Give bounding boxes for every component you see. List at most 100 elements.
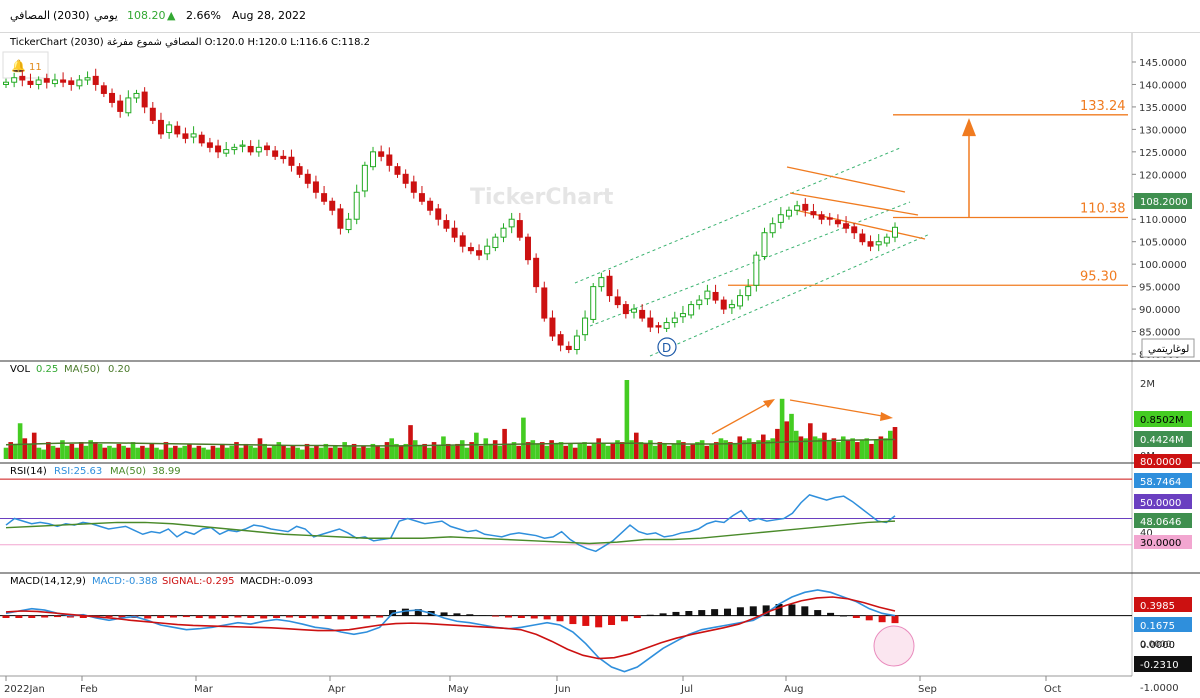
macd-histogram-bar	[736, 607, 744, 616]
volume-bar	[765, 440, 771, 459]
volume-value: 0.25	[36, 364, 58, 375]
log-scale-button[interactable]	[1141, 338, 1195, 358]
candle-body	[182, 133, 189, 139]
volume-bar	[210, 445, 216, 459]
candle-body	[141, 91, 148, 108]
macd-pane-title: MACD(14,12,9)	[10, 576, 86, 587]
volume-bar	[723, 440, 728, 459]
volume-bar	[878, 436, 884, 459]
volume-arrow-down-head	[880, 412, 893, 421]
candle-body	[590, 286, 597, 320]
rsi-tag-ma	[1134, 513, 1192, 528]
volume-bar	[337, 447, 343, 459]
volume-bar	[332, 445, 338, 459]
flag-line[interactable]	[794, 209, 926, 240]
volume-bar	[577, 443, 583, 459]
channel-line[interactable]	[574, 147, 901, 284]
candle-body	[280, 155, 287, 160]
macd-histogram-bar	[711, 609, 719, 616]
macd-histogram-bar	[685, 611, 693, 616]
macd-histogram-bar	[79, 615, 87, 618]
volume-bar	[544, 445, 550, 459]
volume-bar	[13, 443, 18, 459]
candle-body	[777, 214, 784, 223]
volume-bar	[304, 443, 310, 459]
volume-bar	[361, 445, 366, 459]
flag-line[interactable]	[789, 192, 919, 216]
volume-bar	[135, 447, 141, 459]
price-tick-label: 105.0000	[1139, 238, 1187, 249]
channel-line[interactable]	[649, 233, 931, 357]
macd-histogram-bar	[801, 606, 809, 616]
volume-bar	[290, 445, 296, 459]
volume-bar	[125, 447, 131, 459]
candle-body	[370, 151, 377, 168]
macd-histogram-bar	[41, 615, 49, 618]
volume-bar	[111, 447, 117, 459]
volume-bar	[798, 436, 804, 459]
price-levels[interactable]: 133.24 110.38 95.30	[728, 99, 1128, 286]
volume-bar	[826, 440, 832, 459]
rsi-ma-label: MA(50)	[110, 466, 146, 477]
macd-histogram-bar	[620, 615, 628, 622]
candle-body	[386, 154, 393, 166]
volume-bar	[445, 443, 451, 459]
volume-bar	[506, 443, 512, 459]
level-label: 133.24	[1080, 99, 1126, 114]
flag-line[interactable]	[786, 166, 906, 193]
chart-area[interactable]: TickerChart المصافي شموع مفرغة (2030) O:…	[0, 33, 1200, 698]
volume-bar	[563, 445, 569, 459]
macd-histogram-bar	[530, 615, 538, 619]
candle-body	[851, 226, 858, 234]
volume-bar	[770, 438, 776, 459]
candle-body	[427, 200, 434, 211]
time-tick-label: Feb	[80, 684, 98, 695]
volume-bar	[328, 447, 333, 459]
volume-bar	[728, 442, 733, 459]
volume-bar	[187, 443, 192, 459]
volume-bar	[50, 445, 56, 459]
volume-bar	[624, 380, 630, 459]
candle-body	[378, 151, 385, 157]
volume-bar	[31, 432, 37, 459]
volume-bar	[384, 442, 390, 459]
volume-bar	[102, 447, 108, 459]
candle-body	[402, 173, 409, 184]
volume-bar	[441, 436, 446, 459]
trend-channel[interactable]	[574, 147, 931, 357]
macd-histogram-bar	[633, 615, 641, 618]
candle-body	[117, 100, 124, 112]
macd-histogram-bar	[788, 604, 796, 616]
candle-body	[190, 133, 197, 138]
macd-histogram-bar	[247, 615, 255, 618]
candle-body	[345, 218, 352, 231]
candle-body	[745, 286, 752, 297]
candle-body	[296, 166, 303, 175]
volume-bar	[831, 438, 837, 459]
alerts-box[interactable]	[2, 51, 49, 79]
rsi-tag-current	[1134, 473, 1192, 488]
candle-body	[198, 134, 205, 144]
macd-histogram-bar	[839, 615, 847, 617]
volume-bar	[271, 445, 277, 459]
interval-label[interactable]: يومي	[94, 9, 118, 22]
volume-bar	[74, 447, 79, 459]
bell-icon[interactable]: 🔔	[11, 59, 26, 73]
dividend-marker[interactable]	[657, 337, 677, 357]
time-tick-label: May	[448, 684, 469, 695]
symbol-name[interactable]: المصافي	[10, 9, 51, 22]
candle-body	[802, 203, 809, 211]
rsi-tag-50	[1134, 494, 1192, 509]
volume-bar	[36, 447, 42, 459]
candle-body	[639, 309, 646, 319]
candle-body	[516, 220, 523, 238]
volume-bar	[478, 445, 484, 459]
candle-body	[435, 208, 442, 220]
watermark: TickerChart	[470, 185, 614, 210]
highlight-circle	[873, 625, 915, 667]
volume-bar	[892, 427, 898, 459]
volume-bar	[521, 417, 526, 459]
macd-histogram-bar	[311, 615, 319, 619]
rsi-tag-current-label: 58.7464	[1140, 477, 1181, 488]
macd-histogram-bar	[556, 615, 564, 622]
